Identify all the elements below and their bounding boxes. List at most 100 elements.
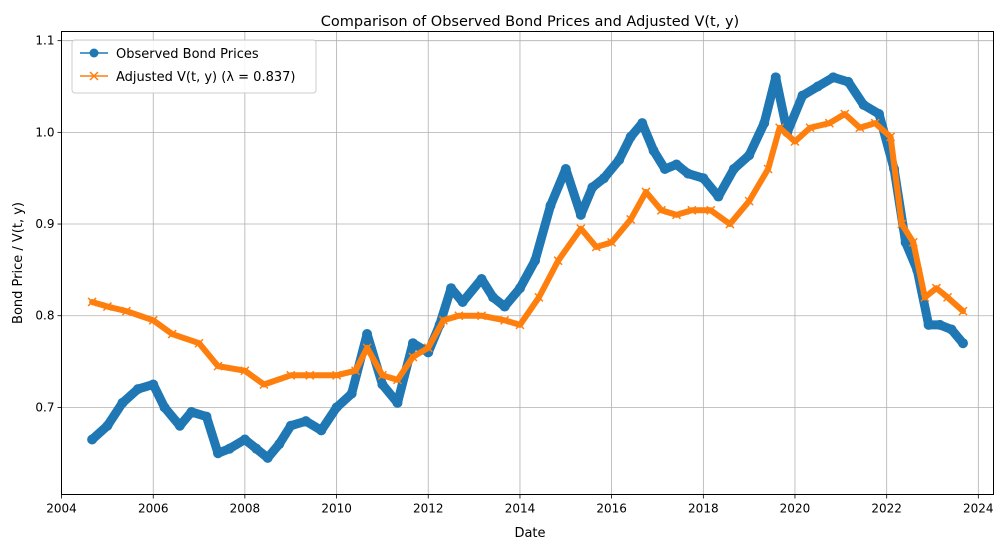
data-point-observed [545, 200, 556, 211]
series-layer [87, 72, 969, 463]
data-point-adjusted [744, 196, 754, 206]
data-point-observed [407, 338, 418, 349]
data-point-observed [560, 164, 571, 175]
y-tick-label: 0.7 [35, 400, 54, 414]
data-point-observed [843, 76, 854, 87]
data-point-observed [87, 434, 98, 445]
series-observed [87, 72, 969, 463]
data-point-adjusted [607, 237, 617, 247]
x-tick-label: 2014 [505, 502, 536, 516]
legend: Observed Bond Prices Adjusted V(t, y) (λ… [71, 39, 317, 94]
data-point-observed [728, 164, 739, 175]
data-point-adjusted [332, 370, 342, 380]
data-point-observed [488, 292, 499, 303]
data-point-observed [174, 420, 185, 431]
data-point-adjusted [626, 214, 636, 224]
data-point-observed [316, 425, 327, 436]
series-adjusted [87, 109, 968, 390]
data-point-observed [828, 72, 839, 83]
data-point-observed [476, 274, 487, 285]
x-tick-label: 2010 [321, 502, 352, 516]
data-point-adjusted [886, 132, 896, 142]
x-tick-label: 2012 [413, 502, 444, 516]
data-point-adjusted [87, 297, 97, 307]
data-point-observed [239, 434, 250, 445]
data-point-observed [132, 384, 143, 395]
data-point-adjusted [855, 123, 865, 133]
data-point-observed [770, 72, 781, 83]
data-point-adjusted [362, 343, 372, 353]
y-tick-label: 1.0 [35, 125, 54, 139]
data-point-observed [587, 182, 598, 193]
data-point-adjusted [500, 315, 510, 325]
data-point-adjusted [240, 366, 250, 376]
data-point-observed [224, 443, 235, 454]
chart-title: Comparison of Observed Bond Prices and A… [321, 14, 739, 30]
data-point-adjusted [591, 242, 601, 252]
x-axis-label: Date [514, 526, 545, 541]
data-point-adjusted [102, 302, 112, 312]
data-point-adjusted [377, 370, 387, 380]
data-point-adjusted [908, 237, 918, 247]
y-tick-label: 0.9 [35, 217, 54, 231]
x-tick-label: 2016 [596, 502, 627, 516]
data-point-observed [797, 90, 808, 101]
data-point-observed [637, 118, 648, 129]
x-tick-label: 2008 [230, 502, 261, 516]
legend-marker-adjusted [89, 71, 99, 81]
data-point-observed [251, 443, 262, 454]
data-point-adjusted [438, 315, 448, 325]
x-tick-label: 2022 [871, 502, 902, 516]
data-point-observed [812, 81, 823, 92]
data-point-adjusted [706, 205, 716, 215]
data-point-adjusted [870, 118, 880, 128]
data-point-observed [285, 420, 296, 431]
data-point-adjusted [943, 292, 953, 302]
data-point-adjusted [286, 370, 296, 380]
x-tick-label: 2004 [46, 502, 77, 516]
data-point-observed [713, 191, 724, 202]
data-point-adjusted [351, 366, 361, 376]
x-tick-label: 2006 [138, 502, 169, 516]
data-point-adjusted [392, 375, 403, 385]
data-point-adjusted [641, 187, 651, 197]
data-point-adjusted [515, 320, 525, 330]
data-point-adjusted [423, 343, 433, 353]
data-point-observed [614, 154, 625, 165]
data-point-observed [457, 296, 468, 307]
data-point-observed [900, 237, 911, 248]
data-point-adjusted [763, 164, 773, 174]
legend-label-observed: Observed Bond Prices [116, 47, 259, 62]
data-point-adjusted [958, 306, 968, 316]
data-point-observed [514, 283, 525, 294]
y-tick-label: 0.8 [35, 309, 54, 323]
data-point-observed [598, 173, 609, 184]
data-point-observed [698, 173, 709, 184]
data-point-observed [117, 397, 128, 408]
data-point-observed [362, 329, 373, 340]
legend-marker-observed [89, 48, 99, 58]
data-point-adjusted [897, 219, 907, 229]
legend-label-adjusted: Adjusted V(t, y) (λ = 0.837) [116, 70, 295, 85]
data-point-adjusted [656, 205, 666, 215]
legend-box [71, 39, 317, 94]
data-point-observed [392, 397, 403, 408]
data-point-observed [262, 452, 273, 463]
data-point-adjusted [725, 219, 735, 229]
data-point-adjusted [931, 283, 941, 293]
data-point-observed [671, 159, 682, 170]
data-point-observed [530, 255, 541, 266]
data-point-observed [201, 411, 212, 422]
data-point-adjusted [790, 136, 800, 147]
data-point-adjusted [305, 370, 315, 380]
data-point-adjusted [687, 205, 697, 215]
data-point-observed [102, 420, 113, 431]
data-point-observed [744, 150, 755, 161]
data-point-observed [300, 416, 311, 427]
data-point-observed [648, 145, 659, 156]
data-point-adjusted [259, 379, 269, 390]
data-point-adjusted [534, 292, 544, 302]
data-point-observed [759, 118, 770, 129]
data-point-adjusted [194, 338, 204, 348]
